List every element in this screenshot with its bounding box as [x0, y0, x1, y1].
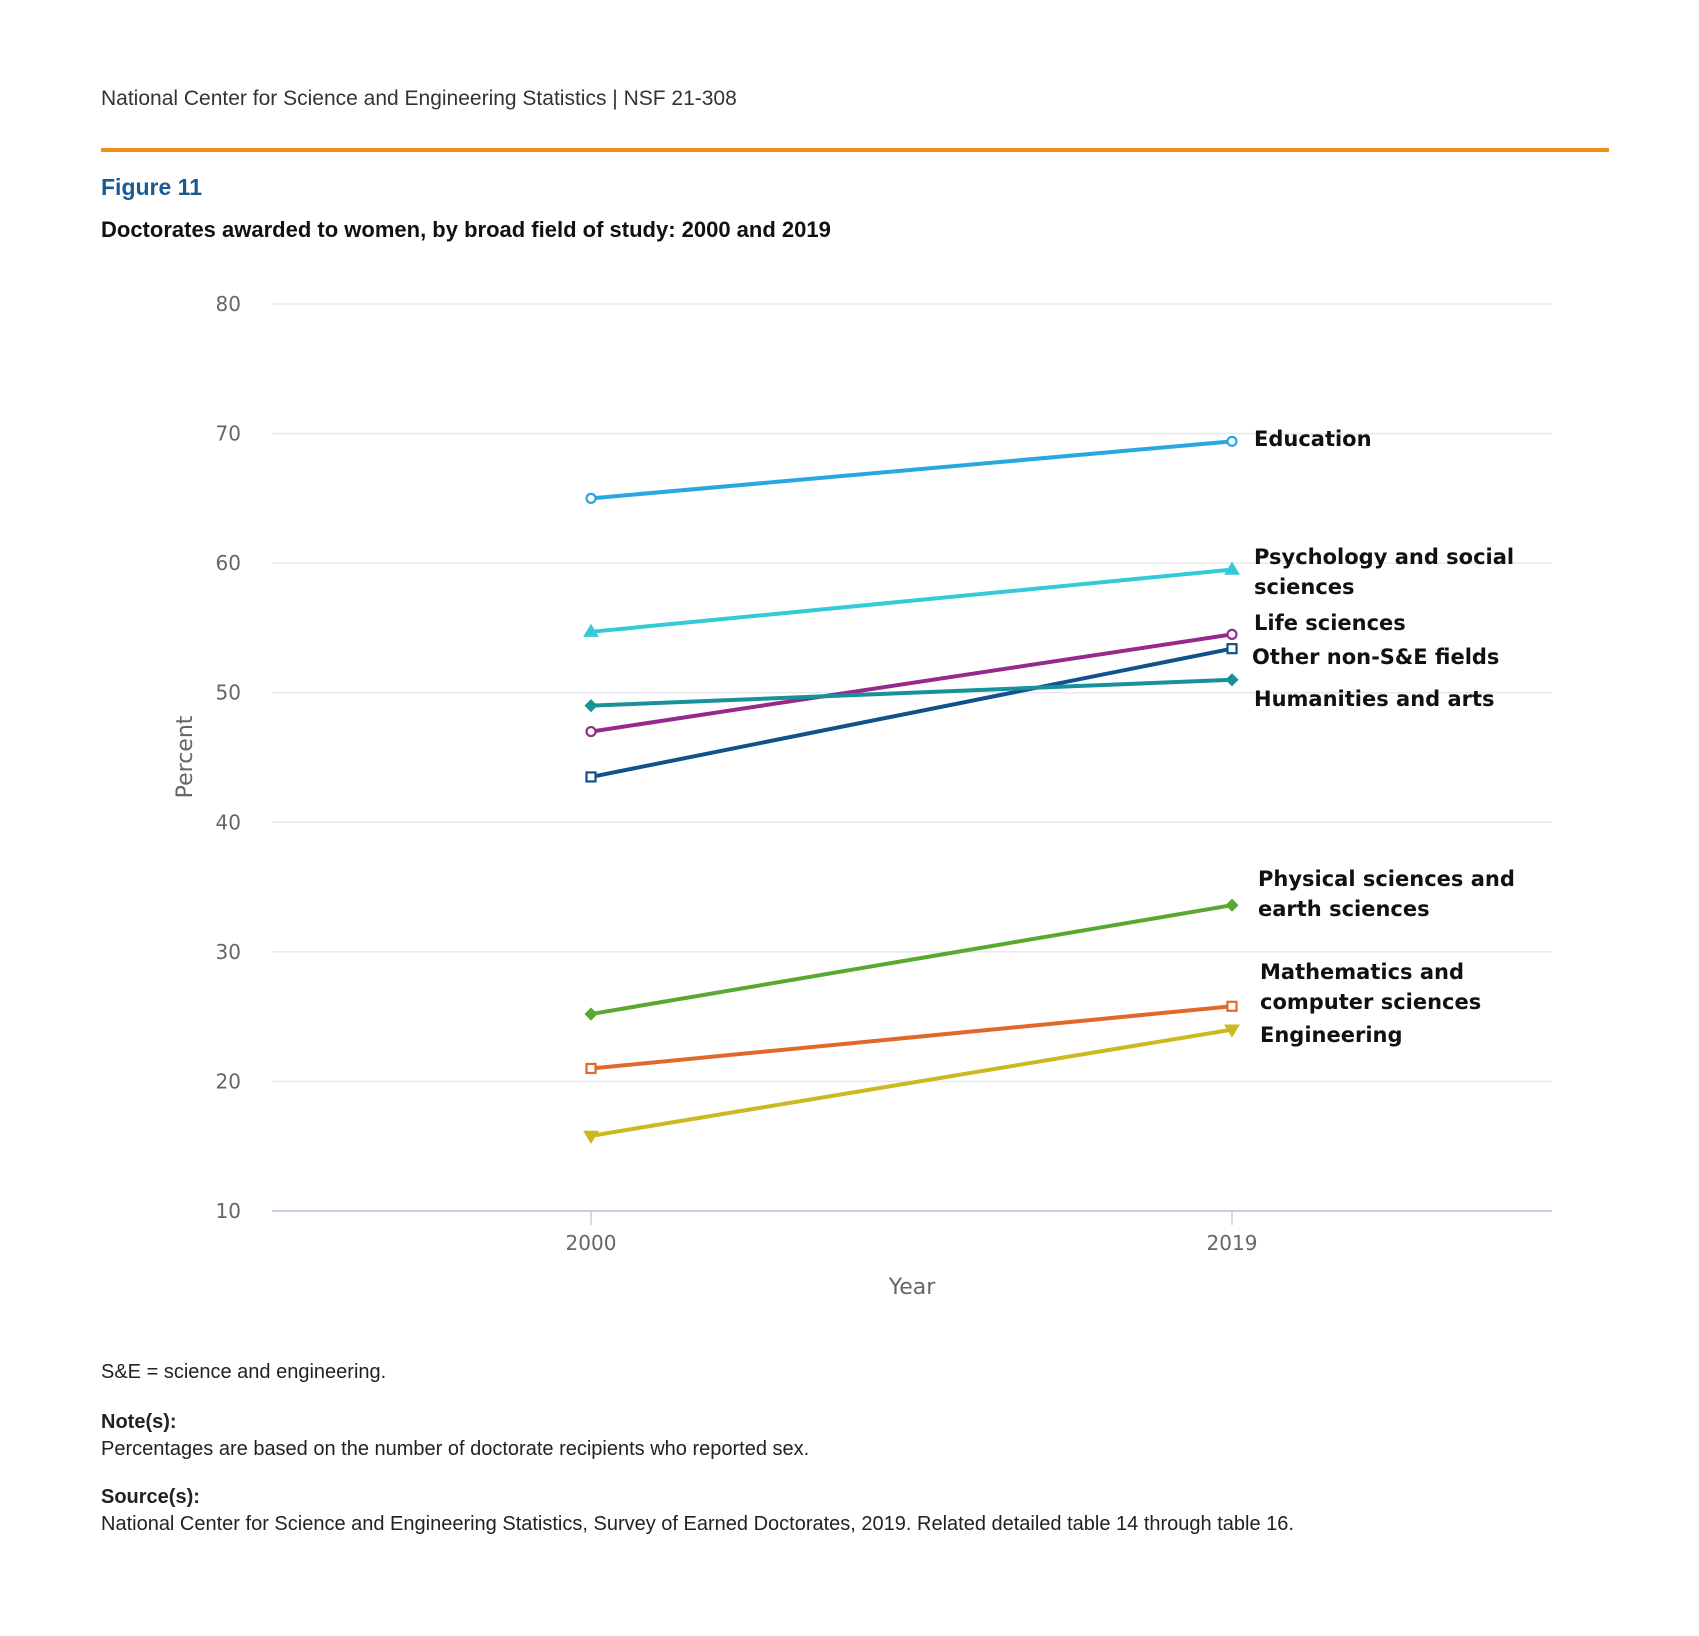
line-chart: 10 20 30 40 50 60 70 80 2000 2019 Education Psycho…	[173, 292, 1552, 1300]
series-other-non-s-e-fields	[585, 643, 1238, 783]
data-point	[583, 623, 599, 637]
series-line	[589, 1027, 1234, 1138]
series-label-line: Mathematics and	[1260, 960, 1464, 984]
data-point	[585, 771, 597, 783]
data-point	[1226, 628, 1238, 641]
series-label-line: earth sciences	[1258, 897, 1430, 921]
note-text: Percentages are based on the number of d…	[101, 1438, 810, 1460]
series-label-line: computer sciences	[1260, 990, 1481, 1014]
header-rule	[101, 148, 1609, 152]
y-tick-label: 70	[216, 422, 241, 446]
series-label: Physical sciences and earth sciences	[1258, 867, 1515, 921]
series-label: Mathematics and computer sciences	[1260, 960, 1481, 1014]
series-physical-sciences-and-earth-sciences	[584, 898, 1239, 1021]
series-line	[589, 903, 1234, 1017]
data-point	[1226, 643, 1238, 655]
x-axis-title: Year	[888, 1275, 937, 1300]
series-mathematics-and-computer-sciences	[585, 1000, 1238, 1075]
data-point	[1224, 1024, 1240, 1038]
series-labels: Education Psychology and social sciences Li…	[1252, 427, 1515, 1047]
source-text: National Center for Science and Engineer…	[101, 1513, 1294, 1535]
data-point	[1225, 898, 1239, 912]
data-point	[1225, 673, 1239, 687]
series-psychology-and-social-sciences	[583, 561, 1240, 637]
series-line	[589, 677, 1234, 708]
series-label-line: Education	[1254, 427, 1372, 451]
series-label-line: Life sciences	[1254, 611, 1406, 635]
y-tick-label: 40	[216, 810, 241, 834]
series-line	[589, 1004, 1234, 1071]
report-header: National Center for Science and Engineer…	[101, 87, 737, 110]
data-point	[584, 699, 598, 713]
series-label-line: Engineering	[1260, 1023, 1403, 1047]
series-line	[589, 632, 1234, 734]
data-point	[1224, 561, 1240, 575]
y-tick-label: 60	[216, 551, 241, 575]
y-tick-label: 20	[216, 1069, 241, 1093]
series-line	[589, 439, 1234, 501]
x-tick-label: 2000	[566, 1231, 617, 1255]
note-heading: Note(s):	[101, 1411, 177, 1433]
data-point	[585, 725, 597, 738]
series-label: Life sciences	[1254, 611, 1406, 635]
data-point	[585, 492, 597, 504]
series-line	[589, 646, 1234, 779]
series-label-line: Physical sciences and	[1258, 867, 1515, 891]
data-point	[585, 1062, 597, 1075]
data-point	[1226, 1000, 1238, 1012]
data-point	[1226, 435, 1238, 447]
series-line	[589, 567, 1234, 634]
x-tick-label: 2019	[1207, 1231, 1258, 1255]
series-education	[585, 435, 1238, 504]
axes: 10 20 30 40 50 60 70 80 2000 2019	[216, 292, 1258, 1255]
y-axis-title: Percent	[173, 715, 198, 798]
series-label-line: Other non-S&E fields	[1252, 645, 1499, 669]
series-engineering	[583, 1024, 1240, 1144]
source-heading: Source(s):	[101, 1486, 200, 1508]
series-life-sciences	[585, 628, 1238, 738]
series-label-line: sciences	[1254, 575, 1355, 599]
series-label: Humanities and arts	[1254, 687, 1495, 711]
series-label: Engineering	[1260, 1023, 1403, 1047]
y-tick-label: 50	[216, 681, 241, 705]
series-label: Psychology and social sciences	[1254, 545, 1514, 599]
figure-label: Figure 11	[101, 174, 202, 200]
y-tick-label: 80	[216, 292, 241, 316]
series-label: Education	[1254, 427, 1372, 451]
series-lines	[583, 435, 1240, 1144]
series-label-line: Humanities and arts	[1254, 687, 1495, 711]
series-label-line: Psychology and social	[1254, 545, 1514, 569]
abbreviation-note: S&E = science and engineering.	[101, 1361, 387, 1383]
series-label: Other non-S&E fields	[1252, 645, 1499, 669]
data-point	[583, 1130, 599, 1144]
figure-title: Doctorates awarded to women, by broad fi…	[101, 217, 831, 242]
series-humanities-and-arts	[584, 673, 1239, 713]
y-tick-label: 30	[216, 940, 241, 964]
y-tick-label: 10	[216, 1199, 241, 1223]
data-point	[584, 1007, 598, 1021]
